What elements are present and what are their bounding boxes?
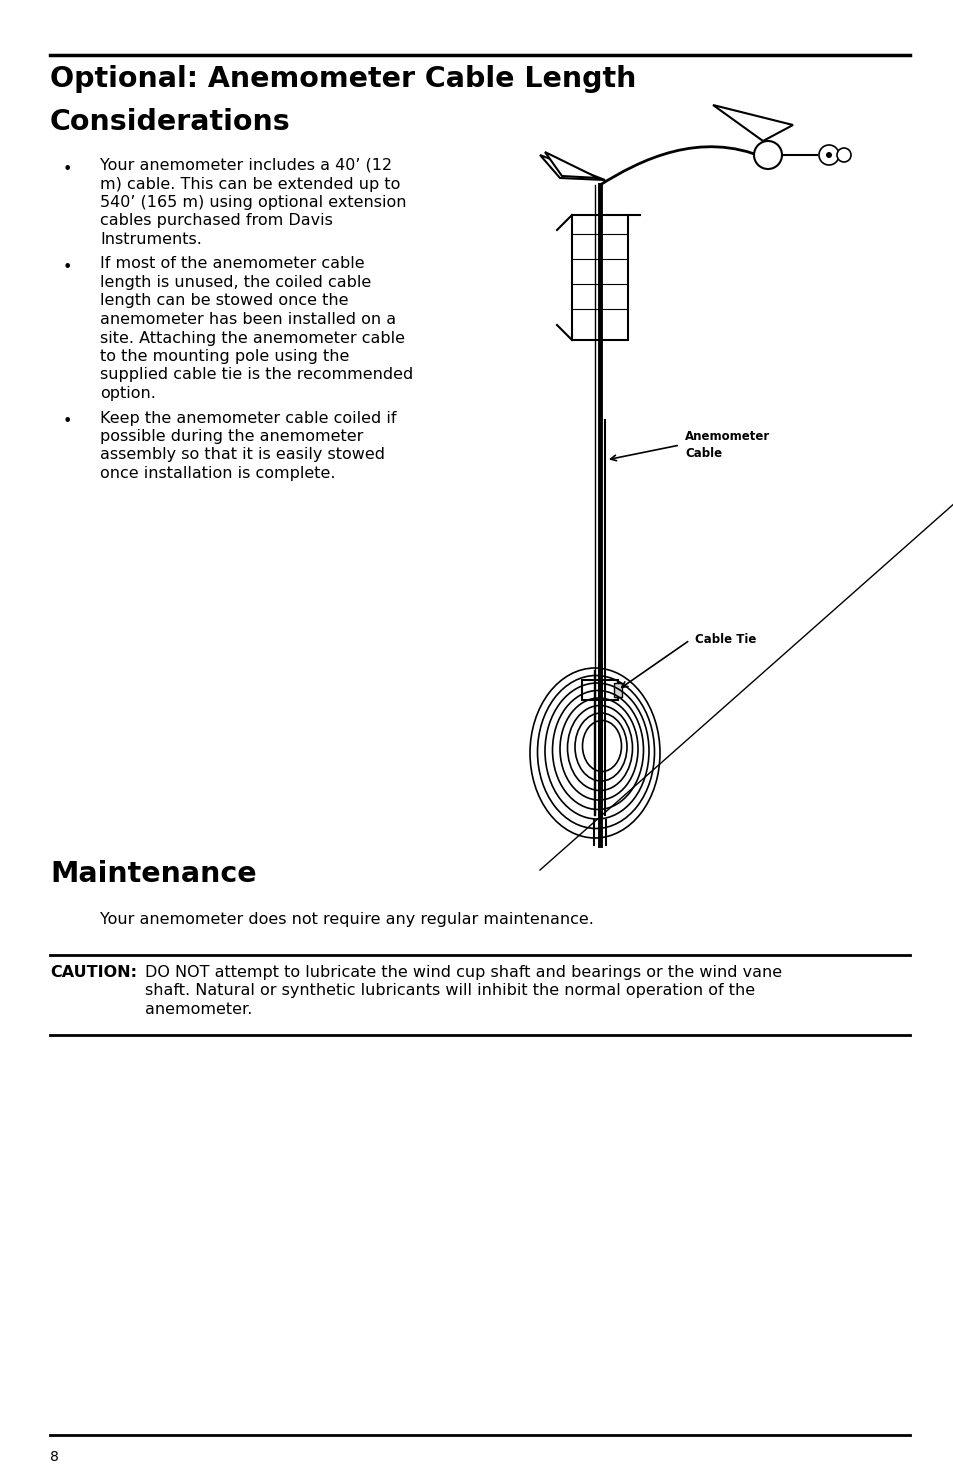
Text: length can be stowed once the: length can be stowed once the xyxy=(100,294,348,308)
Text: assembly so that it is easily stowed: assembly so that it is easily stowed xyxy=(100,447,385,463)
Text: length is unused, the coiled cable: length is unused, the coiled cable xyxy=(100,274,371,291)
Bar xyxy=(581,680,618,701)
Text: •: • xyxy=(63,261,72,276)
Text: If most of the anemometer cable: If most of the anemometer cable xyxy=(100,257,364,271)
Polygon shape xyxy=(712,105,792,142)
Text: Your anemometer does not require any regular maintenance.: Your anemometer does not require any reg… xyxy=(100,912,594,926)
Text: once installation is complete.: once installation is complete. xyxy=(100,466,335,481)
Text: DO NOT attempt to lubricate the wind cup shaft and bearings or the wind vane: DO NOT attempt to lubricate the wind cup… xyxy=(145,965,781,979)
Text: option.: option. xyxy=(100,386,155,401)
Circle shape xyxy=(825,152,831,158)
Bar xyxy=(614,683,621,698)
Text: supplied cable tie is the recommended: supplied cable tie is the recommended xyxy=(100,367,413,382)
Text: Optional: Anemometer Cable Length: Optional: Anemometer Cable Length xyxy=(50,65,636,93)
Text: Instruments.: Instruments. xyxy=(100,232,202,246)
Circle shape xyxy=(836,148,850,162)
Text: anemometer has been installed on a: anemometer has been installed on a xyxy=(100,313,395,327)
Text: Your anemometer includes a 40’ (12: Your anemometer includes a 40’ (12 xyxy=(100,158,392,173)
Text: site. Attaching the anemometer cable: site. Attaching the anemometer cable xyxy=(100,330,405,345)
Text: anemometer.: anemometer. xyxy=(145,1002,253,1016)
Text: possible during the anemometer: possible during the anemometer xyxy=(100,429,363,444)
Text: cables purchased from Davis: cables purchased from Davis xyxy=(100,214,333,229)
Text: 8: 8 xyxy=(50,1450,59,1465)
Text: CAUTION:: CAUTION: xyxy=(50,965,137,979)
Text: Anemometer
Cable: Anemometer Cable xyxy=(684,431,769,460)
Text: 540’ (165 m) using optional extension: 540’ (165 m) using optional extension xyxy=(100,195,406,209)
Circle shape xyxy=(753,142,781,170)
Bar xyxy=(572,215,627,341)
Text: Maintenance: Maintenance xyxy=(50,860,256,888)
Text: •: • xyxy=(63,162,72,177)
Text: Considerations: Considerations xyxy=(50,108,291,136)
Text: Cable Tie: Cable Tie xyxy=(695,633,756,646)
Polygon shape xyxy=(544,152,598,178)
Circle shape xyxy=(818,145,838,165)
Text: to the mounting pole using the: to the mounting pole using the xyxy=(100,350,349,364)
Text: shaft. Natural or synthetic lubricants will inhibit the normal operation of the: shaft. Natural or synthetic lubricants w… xyxy=(145,984,755,999)
Text: •: • xyxy=(63,414,72,429)
Text: Keep the anemometer cable coiled if: Keep the anemometer cable coiled if xyxy=(100,410,396,425)
Text: m) cable. This can be extended up to: m) cable. This can be extended up to xyxy=(100,177,400,192)
